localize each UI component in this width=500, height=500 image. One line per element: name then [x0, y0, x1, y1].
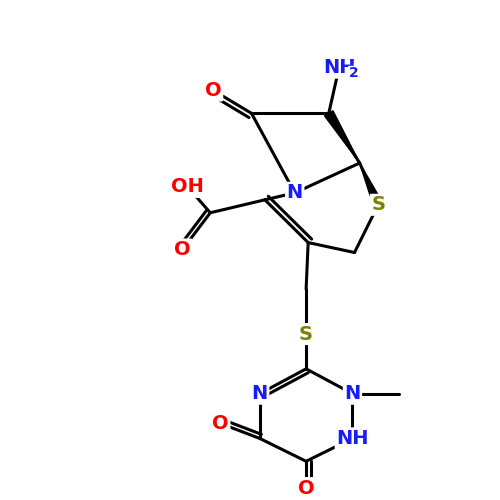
Text: N: N [252, 384, 268, 403]
Polygon shape [360, 163, 382, 207]
Text: S: S [371, 196, 385, 214]
Text: O: O [205, 81, 222, 100]
Text: O: O [174, 240, 191, 259]
Polygon shape [324, 110, 360, 163]
Text: N: N [344, 384, 360, 403]
Text: O: O [298, 478, 314, 498]
Text: N: N [286, 184, 303, 203]
Text: NH: NH [323, 58, 356, 77]
Text: OH: OH [171, 178, 204, 197]
Text: S: S [299, 324, 313, 344]
Text: NH: NH [336, 429, 368, 448]
Text: O: O [212, 414, 229, 433]
Text: 2: 2 [349, 66, 358, 80]
